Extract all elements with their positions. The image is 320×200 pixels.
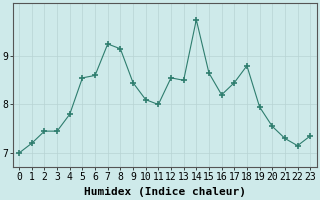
X-axis label: Humidex (Indice chaleur): Humidex (Indice chaleur)	[84, 187, 246, 197]
